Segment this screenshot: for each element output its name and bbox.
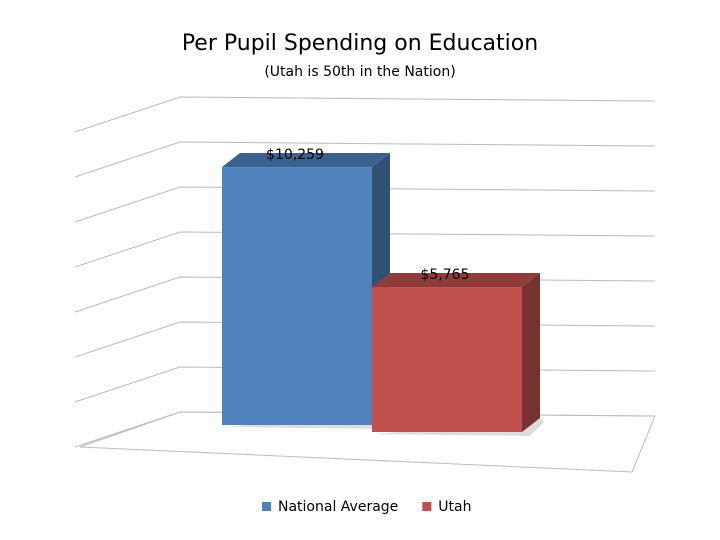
legend-label: Utah [438, 499, 471, 515]
bar [372, 287, 522, 432]
grid-line [74, 231, 656, 268]
data-label: $5,765 [421, 267, 470, 283]
grid-line [74, 96, 656, 133]
grid-line [74, 141, 656, 178]
bar-top [372, 273, 540, 288]
legend-swatch [422, 502, 432, 511]
bar-side [522, 273, 540, 432]
grid-line [74, 186, 656, 223]
bar-top [222, 153, 390, 168]
chart-subtitle: (Utah is 50th in the Nation) [264, 64, 455, 80]
bar [222, 167, 372, 425]
chart-title: Per Pupil Spending on Education [182, 31, 538, 56]
legend-swatch [262, 502, 271, 511]
data-label: $10,259 [266, 147, 324, 163]
legend-label: National Average [278, 499, 398, 515]
